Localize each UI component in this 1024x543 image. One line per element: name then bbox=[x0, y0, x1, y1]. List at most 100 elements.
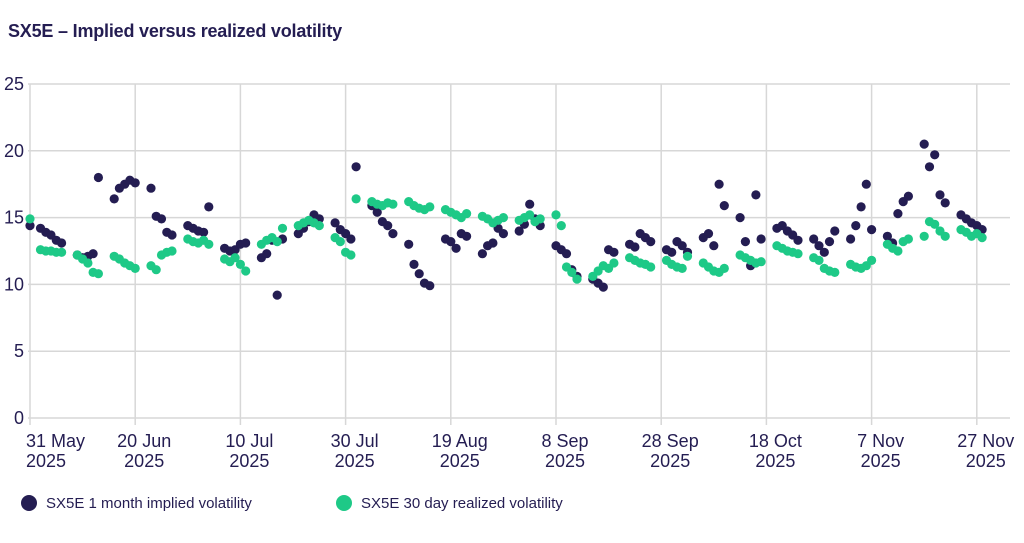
data-point-realized bbox=[756, 257, 766, 267]
data-point-implied bbox=[272, 290, 282, 300]
y-axis-tick-label: 0 bbox=[14, 408, 24, 428]
data-point-implied bbox=[88, 249, 98, 259]
x-axis-tick-label-year: 2025 bbox=[650, 451, 690, 471]
data-point-implied bbox=[709, 241, 719, 251]
x-axis-tick-label-year: 2025 bbox=[861, 451, 901, 471]
data-point-implied bbox=[809, 234, 819, 244]
data-point-realized bbox=[609, 258, 619, 268]
data-point-implied bbox=[93, 172, 103, 183]
data-point-implied bbox=[409, 259, 419, 269]
data-point-implied bbox=[262, 249, 272, 259]
data-point-realized bbox=[83, 258, 93, 268]
data-point-implied bbox=[735, 213, 745, 223]
data-point-implied bbox=[199, 227, 209, 237]
data-point-realized bbox=[335, 237, 345, 247]
data-point-realized bbox=[230, 253, 240, 263]
data-point-implied bbox=[425, 281, 435, 291]
data-point-realized bbox=[893, 246, 903, 256]
data-point-realized bbox=[272, 237, 282, 247]
x-axis-tick-label-year: 2025 bbox=[440, 451, 480, 471]
data-point-realized bbox=[167, 246, 177, 256]
data-point-realized bbox=[551, 210, 561, 220]
data-point-implied bbox=[130, 178, 140, 188]
x-axis-tick-label-year: 2025 bbox=[755, 451, 795, 471]
data-point-implied bbox=[714, 179, 724, 189]
data-point-implied bbox=[388, 229, 398, 239]
data-point-realized bbox=[646, 262, 656, 272]
data-point-realized bbox=[867, 255, 877, 265]
data-point-implied bbox=[498, 229, 508, 239]
data-point-implied bbox=[930, 150, 940, 160]
data-point-implied bbox=[414, 269, 424, 279]
data-point-realized bbox=[93, 269, 103, 279]
x-axis-tick-label-year: 2025 bbox=[966, 451, 1006, 471]
x-axis-tick-label: 20 Jun bbox=[117, 431, 171, 451]
data-point-realized bbox=[814, 255, 824, 265]
y-axis-tick-label: 25 bbox=[4, 74, 24, 94]
x-axis-tick-label: 19 Aug bbox=[432, 431, 488, 451]
data-point-realized bbox=[235, 259, 245, 269]
legend-dot-realized-icon bbox=[336, 495, 352, 511]
data-point-implied bbox=[924, 162, 935, 172]
data-point-realized bbox=[919, 231, 929, 241]
data-point-realized bbox=[830, 267, 840, 277]
data-point-implied bbox=[488, 238, 498, 248]
data-point-implied bbox=[940, 198, 950, 208]
data-point-realized bbox=[425, 202, 435, 212]
x-axis-tick-label-year: 2025 bbox=[335, 451, 375, 471]
data-point-implied bbox=[893, 209, 903, 219]
data-point-implied bbox=[861, 179, 871, 189]
x-axis-tick-label: 27 Nov bbox=[957, 431, 1014, 451]
x-axis-tick-label: 7 Nov bbox=[857, 431, 904, 451]
x-axis-tick-label-year: 2025 bbox=[545, 451, 585, 471]
data-point-implied bbox=[677, 241, 687, 251]
data-point-implied bbox=[383, 221, 393, 231]
data-point-implied bbox=[204, 202, 214, 212]
data-point-implied bbox=[882, 231, 893, 241]
data-point-implied bbox=[25, 221, 35, 231]
data-point-realized bbox=[346, 250, 356, 260]
y-axis-tick-label: 20 bbox=[4, 141, 24, 161]
data-point-implied bbox=[703, 229, 714, 239]
data-point-implied bbox=[851, 221, 861, 231]
data-point-realized bbox=[462, 209, 472, 219]
data-point-realized bbox=[930, 219, 940, 229]
data-point-implied bbox=[830, 226, 840, 236]
data-point-implied bbox=[561, 249, 572, 259]
y-axis-tick-label: 5 bbox=[14, 341, 24, 361]
legend-label-implied: SX5E 1 month implied volatility bbox=[46, 494, 252, 512]
data-point-implied bbox=[740, 237, 751, 247]
data-point-implied bbox=[109, 194, 119, 204]
data-point-realized bbox=[903, 234, 914, 244]
data-point-implied bbox=[819, 247, 829, 257]
x-axis-tick-label-year: 2025 bbox=[26, 451, 66, 471]
x-axis-tick-label: 10 Jul bbox=[225, 431, 273, 451]
legend-item-implied: SX5E 1 month implied volatility bbox=[21, 492, 252, 514]
data-point-implied bbox=[446, 237, 456, 247]
chart-title: SX5E – Implied versus realized volatilit… bbox=[8, 21, 342, 41]
data-point-implied bbox=[756, 234, 766, 244]
data-point-realized bbox=[388, 199, 398, 209]
data-point-realized bbox=[57, 247, 67, 257]
data-point-implied bbox=[372, 207, 382, 217]
data-point-implied bbox=[903, 191, 914, 201]
data-point-implied bbox=[856, 202, 866, 212]
data-point-realized bbox=[525, 210, 535, 220]
data-point-realized bbox=[977, 233, 987, 243]
data-point-implied bbox=[935, 190, 945, 200]
legend-label-realized: SX5E 30 day realized volatility bbox=[361, 494, 563, 512]
data-point-implied bbox=[514, 226, 524, 236]
data-point-implied bbox=[667, 247, 677, 257]
data-point-implied bbox=[630, 242, 640, 252]
x-axis-tick-label: 30 Jul bbox=[331, 431, 379, 451]
data-point-implied bbox=[477, 249, 487, 259]
x-axis-tick-label: 18 Oct bbox=[749, 431, 802, 451]
data-point-implied bbox=[156, 214, 167, 224]
x-axis-tick-label-year: 2025 bbox=[124, 451, 164, 471]
legend-item-realized: SX5E 30 day realized volatility bbox=[336, 492, 563, 514]
data-point-realized bbox=[498, 213, 508, 223]
data-point-implied bbox=[525, 199, 535, 209]
data-point-implied bbox=[330, 218, 340, 228]
